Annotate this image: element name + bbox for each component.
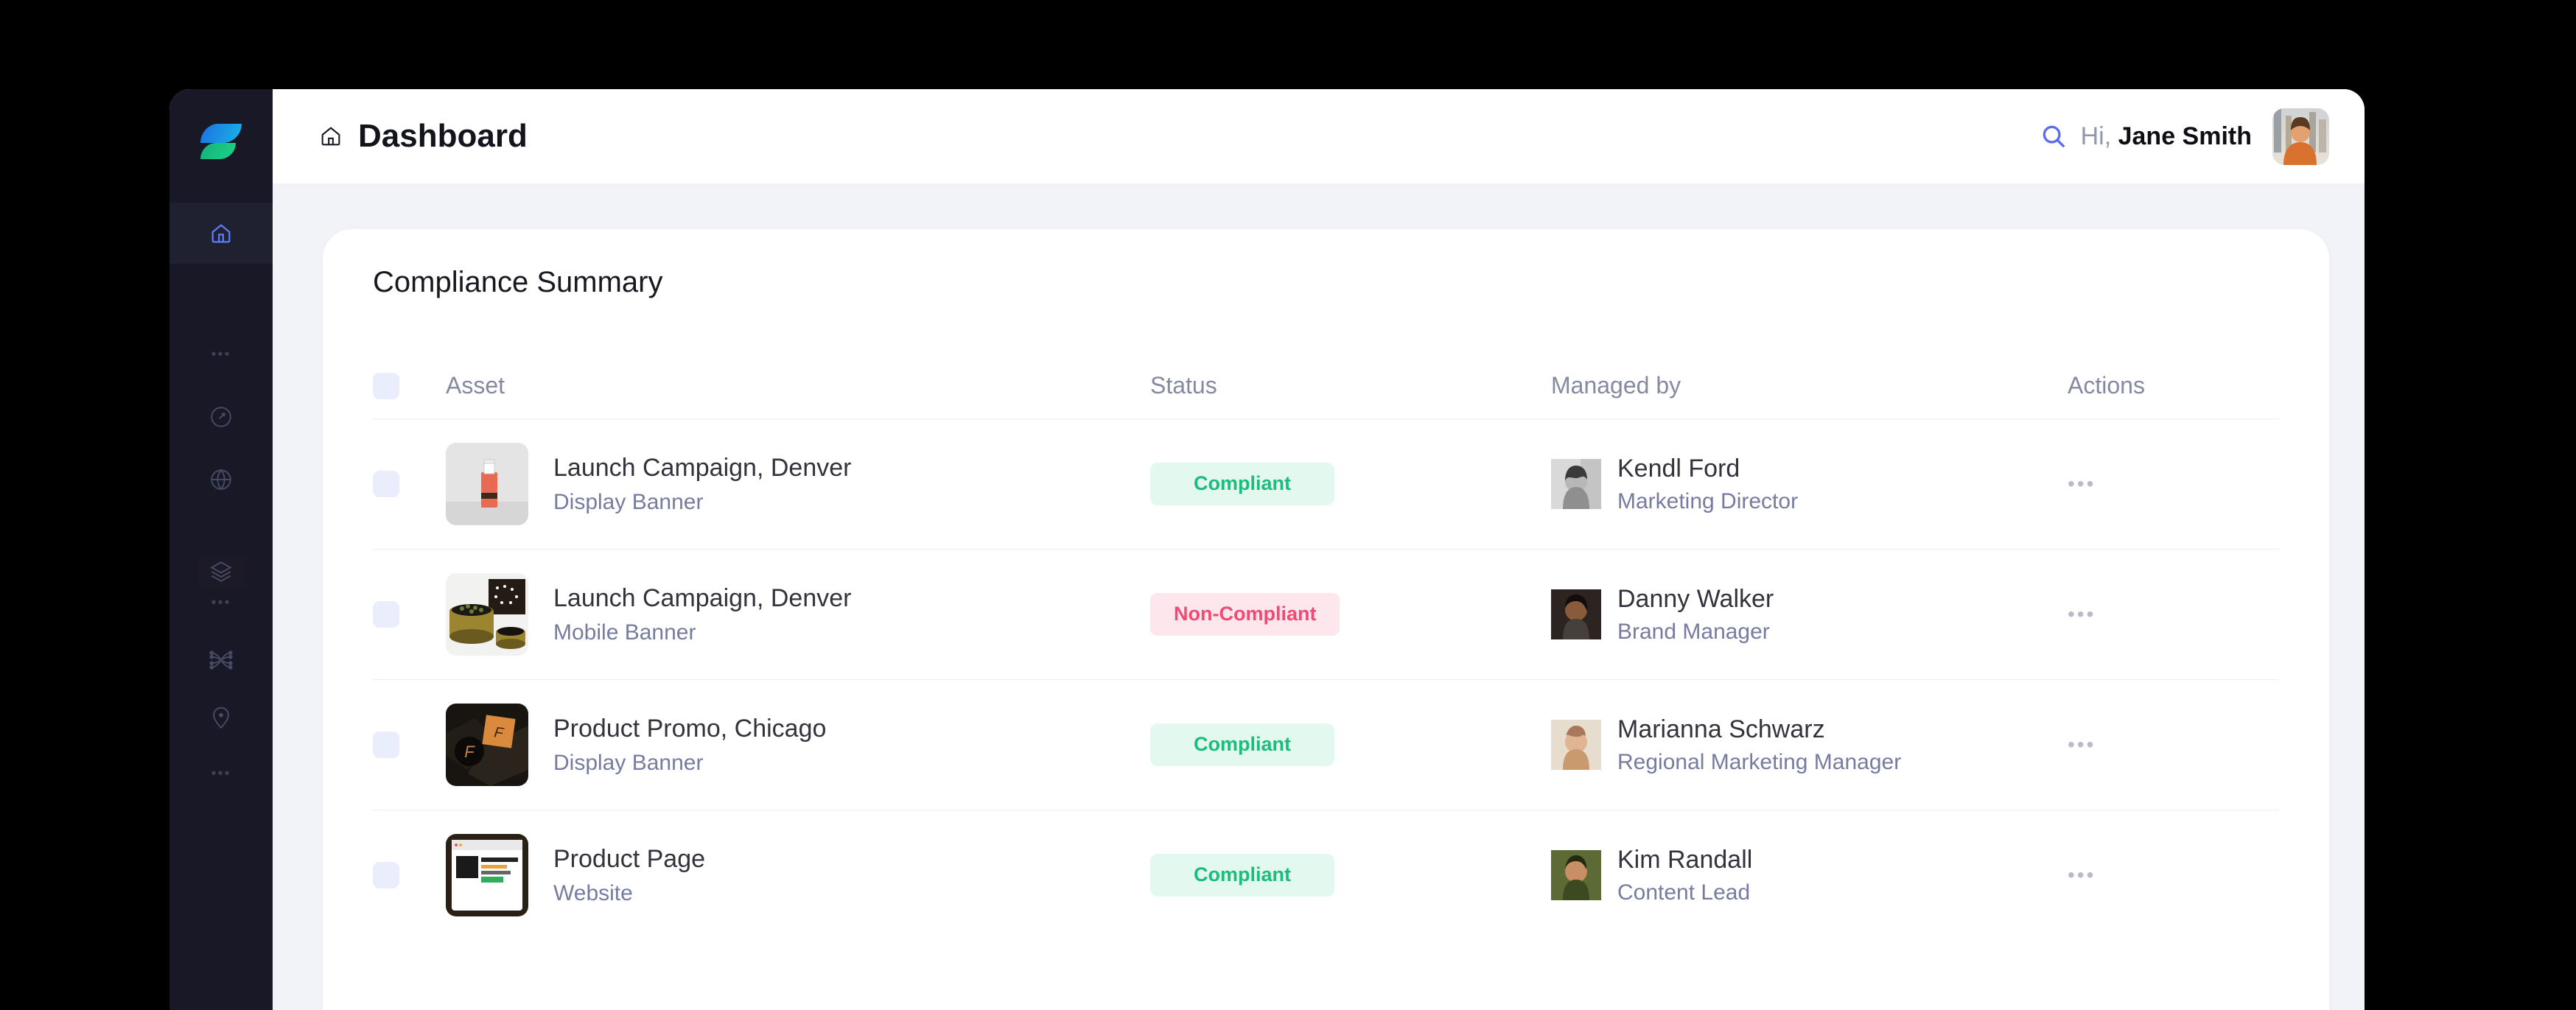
svg-text:F: F <box>464 743 475 761</box>
